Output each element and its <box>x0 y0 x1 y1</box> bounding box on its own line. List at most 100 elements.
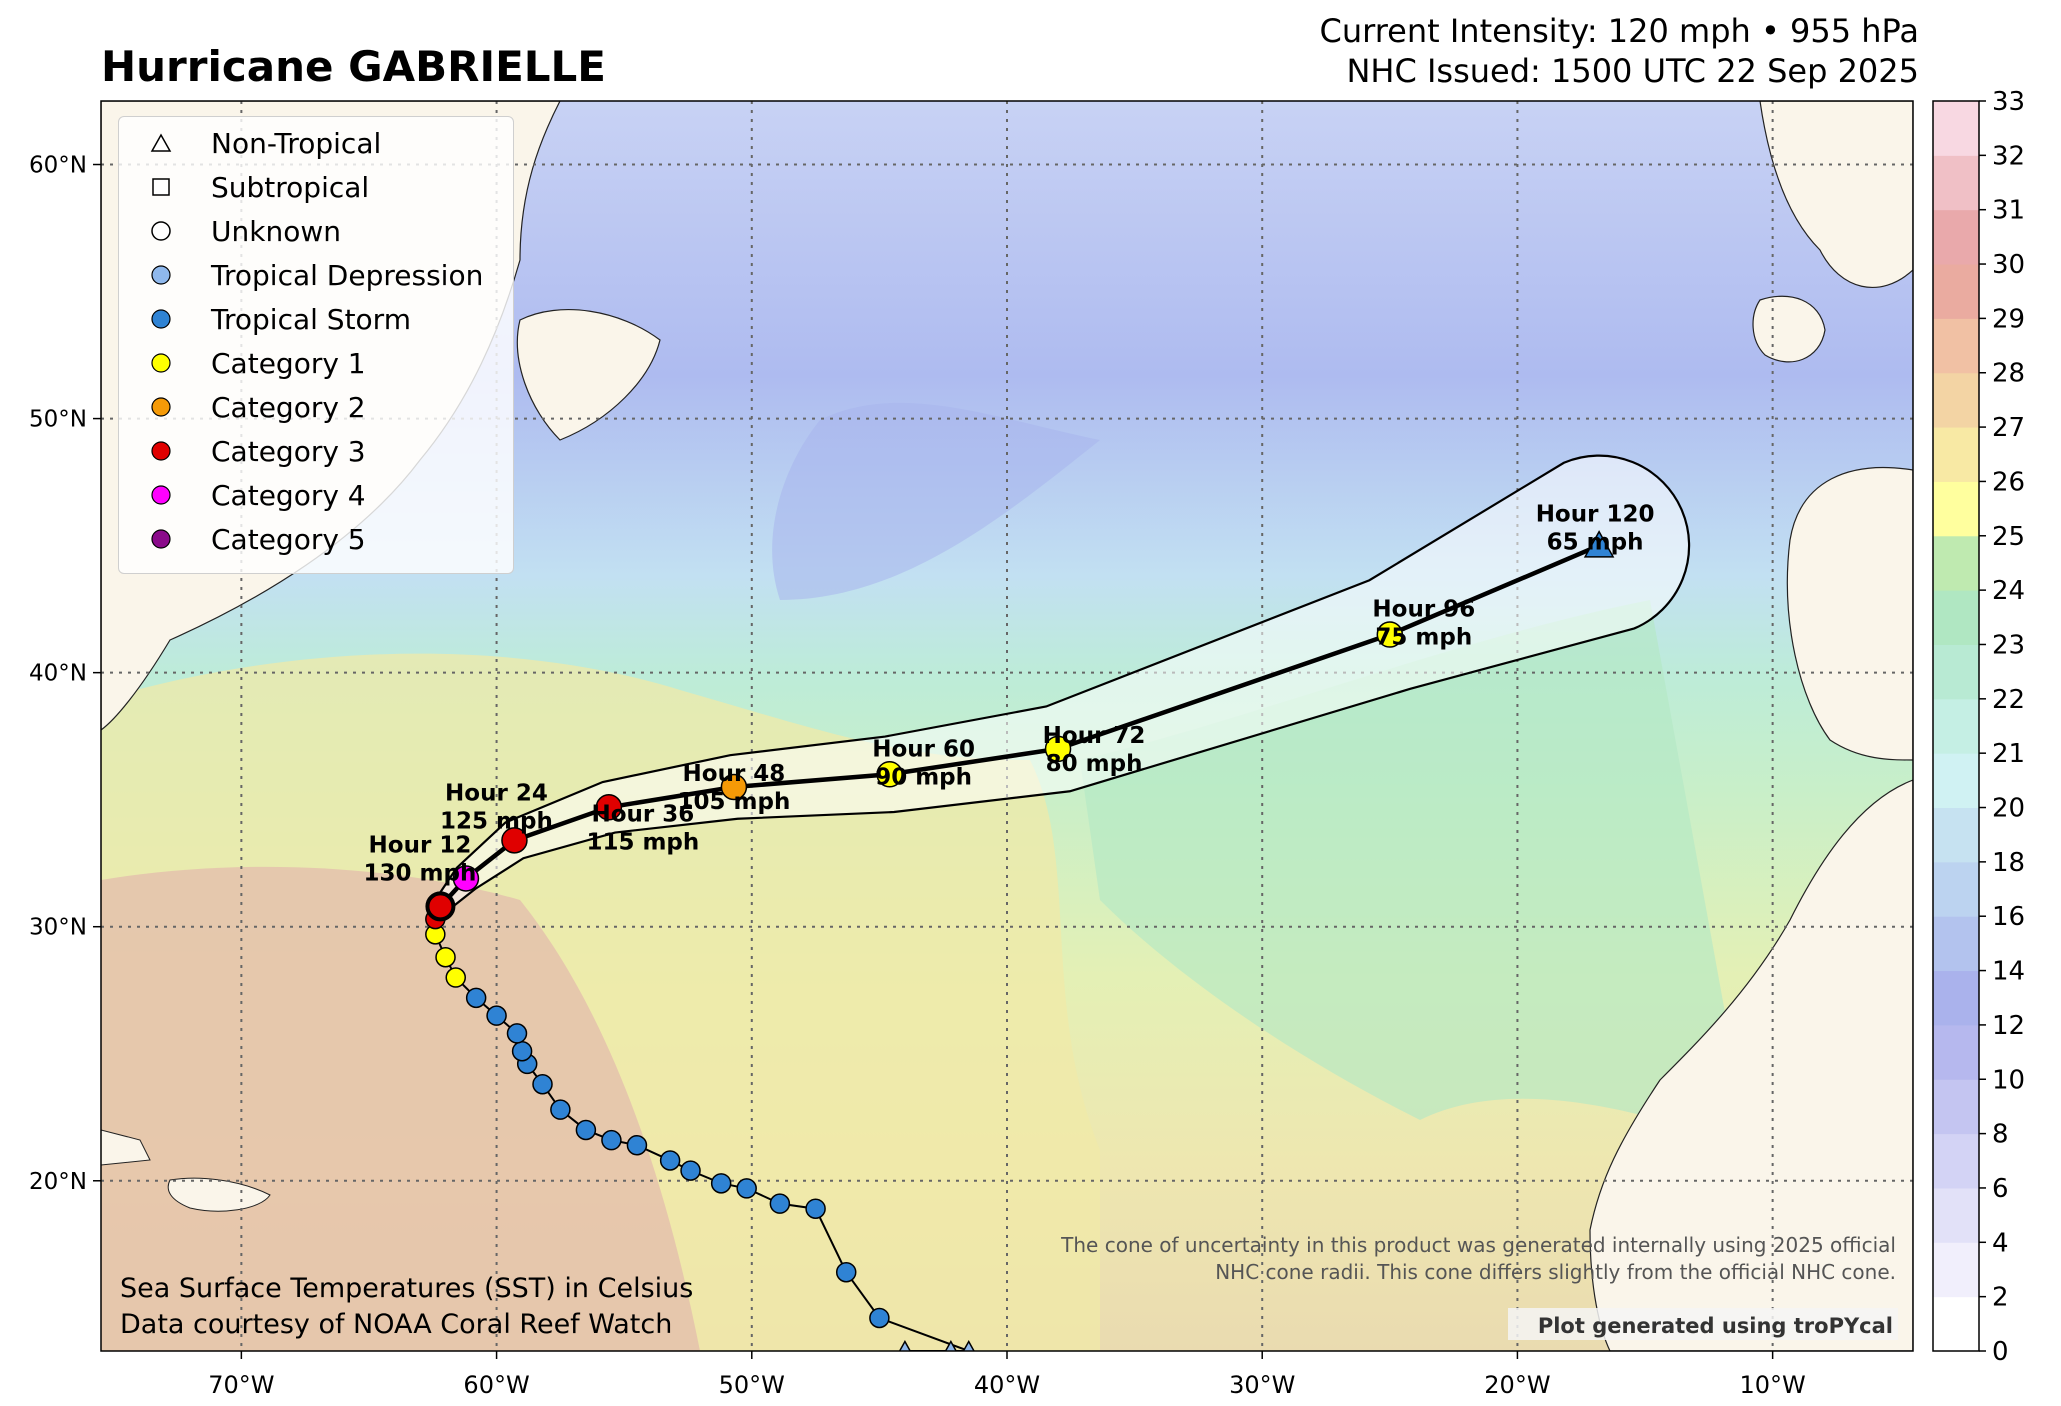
colorbar-ticks: 0246810121416182021222324252627282930313… <box>1979 87 2025 1367</box>
colorbar-swatch <box>1933 209 1979 265</box>
colorbar-swatch <box>1933 264 1979 319</box>
forecast-wind-label: 125 mph <box>440 808 553 834</box>
legend-label: Category 2 <box>211 390 366 424</box>
observed-point <box>710 1173 732 1194</box>
observed-point <box>511 1040 533 1062</box>
observed-point <box>465 987 487 1009</box>
cone-note-line1: The cone of uncertainty in this product … <box>1060 1233 1896 1257</box>
forecast-hour-label: Hour 60 <box>872 736 975 762</box>
legend-item: Category 2 <box>119 387 366 427</box>
colorbar-tick-label: 22 <box>1992 685 2025 715</box>
circle-icon <box>131 431 191 471</box>
lon-tick-label: 60°W <box>463 1371 529 1399</box>
forecast-hour-label: Hour 96 <box>1372 597 1475 623</box>
triangle-icon <box>131 123 191 163</box>
legend-label: Category 1 <box>211 346 366 380</box>
observed-point <box>601 1129 622 1151</box>
observed-point <box>435 946 456 968</box>
observed-point <box>769 1193 791 1214</box>
forecast-hour-label: Hour 120 <box>1536 502 1655 528</box>
observed-point <box>506 1023 528 1044</box>
observed-point <box>486 1005 507 1026</box>
newfoundland-land <box>516 309 661 441</box>
colorbar-tick-label: 27 <box>1992 413 2025 443</box>
legend-item: Category 5 <box>119 519 366 559</box>
legend-label: Category 4 <box>211 478 366 512</box>
colorbar-swatch <box>1933 1242 1979 1298</box>
colorbar-tick-label: 31 <box>1992 196 2025 226</box>
circle-icon <box>131 387 191 427</box>
colorbar-swatch <box>1933 1296 1979 1352</box>
observed-point <box>869 1307 890 1329</box>
colorbar-tick-label: 23 <box>1992 630 2025 660</box>
credit-box <box>1508 1308 1898 1340</box>
axis-ticks: 70°W 60°W 50°W 40°W 30°W 20°W 10°W 20°N 30°N 40°N… <box>29 153 1806 1399</box>
colorbar-tick-label: 14 <box>1992 957 2025 987</box>
iberia-land <box>1786 466 1913 761</box>
lon-tick-label: 70°W <box>208 1371 274 1399</box>
observed-point-triangle <box>898 1339 912 1351</box>
legend-item: Non-Tropical <box>119 123 381 163</box>
circle-icon <box>131 299 191 339</box>
forecast-wind-label: 65 mph <box>1547 530 1644 556</box>
colorbar-swatch <box>1933 1079 1979 1135</box>
circle-icon <box>131 519 191 559</box>
colorbar-swatch <box>1933 427 1979 482</box>
colorbar-swatch <box>1933 1187 1979 1243</box>
legend: Non-Tropical Subtropical Unknown Tropica… <box>118 116 514 574</box>
lon-tick-label: 30°W <box>1229 1371 1295 1399</box>
colorbar-tick-label: 8 <box>1992 1120 2009 1150</box>
colorbar-tick-label: 24 <box>1992 576 2025 606</box>
legend-item: Tropical Storm <box>119 299 411 339</box>
forecast-wind-label: 105 mph <box>678 789 791 815</box>
colorbar-tick-label: 32 <box>1992 141 2025 171</box>
lon-tick-label: 40°W <box>974 1371 1040 1399</box>
hispaniola-land <box>167 1177 271 1212</box>
current-position-marker <box>425 891 456 922</box>
lon-tick-label: 20°W <box>1484 1371 1550 1399</box>
colorbar-swatch <box>1933 372 1979 428</box>
colorbar-tick-label: 6 <box>1992 1174 2009 1204</box>
colorbar-swatch <box>1933 753 1979 809</box>
observed-point-triangle <box>962 1339 975 1351</box>
colorbar-swatch <box>1933 916 1979 972</box>
observed-point <box>550 1099 571 1120</box>
cuba-land <box>101 1129 151 1166</box>
forecast-point <box>720 773 748 801</box>
africa-land <box>1589 779 1913 1351</box>
colorbar-swatch <box>1933 101 1979 156</box>
legend-item: Subtropical <box>119 167 369 207</box>
circle-icon <box>131 475 191 515</box>
colorbar-swatches <box>1933 101 1979 1352</box>
forecast-point <box>1376 621 1404 648</box>
legend-item: Category 3 <box>119 431 366 471</box>
colorbar-swatch <box>1933 644 1979 700</box>
observed-point <box>736 1178 757 1199</box>
observed-point <box>805 1198 826 1219</box>
forecast-point <box>876 761 903 788</box>
colorbar-frame <box>1932 100 1980 1352</box>
cone-note-line2: NHC cone radii. This cone differs slight… <box>1215 1260 1896 1284</box>
colorbar-swatch <box>1933 807 1979 863</box>
forecast-wind-label: 130 mph <box>364 860 477 886</box>
colorbar-swatch <box>1933 698 1979 754</box>
cold-sst-region <box>772 402 1100 600</box>
lat-tick-label: 30°N <box>29 915 87 941</box>
forecast-hour-label: Hour 24 <box>445 780 548 806</box>
colorbar-tick-label: 29 <box>1992 304 2025 334</box>
observed-point <box>835 1261 857 1283</box>
colorbar-swatch <box>1933 1024 1979 1080</box>
legend-item: Unknown <box>119 211 341 251</box>
sst-note-line2: Data courtesy of NOAA Coral Reef Watch <box>120 1309 672 1340</box>
lon-tick-label: 10°W <box>1739 1371 1805 1399</box>
sst-note-line1: Sea Surface Temperatures (SST) in Celsiu… <box>120 1273 693 1304</box>
forecast-wind-label: 75 mph <box>1375 625 1472 651</box>
legend-label: Non-Tropical <box>211 126 382 160</box>
current-intensity: Current Intensity: 120 mph • 955 hPa <box>1319 12 1920 50</box>
legend-label: Unknown <box>211 214 341 248</box>
forecast-point-triangle <box>1583 530 1615 558</box>
legend-item: Tropical Depression <box>119 255 483 295</box>
colorbar-tick-label: 33 <box>1992 87 2025 117</box>
forecast-hour-label: Hour 72 <box>1043 723 1146 749</box>
